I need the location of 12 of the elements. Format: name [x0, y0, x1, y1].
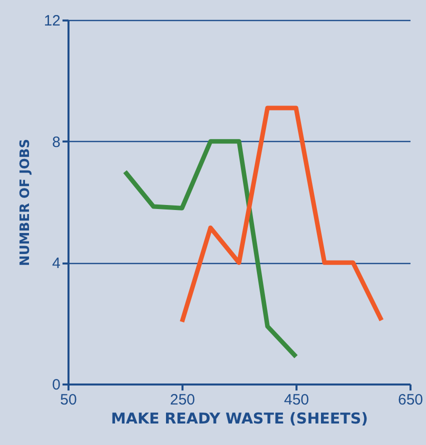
x-tick-label: 250: [170, 392, 196, 408]
y-tick-label: 12: [44, 12, 60, 30]
x-tick-label: 450: [284, 392, 310, 408]
x-tick-label: 50: [60, 392, 77, 408]
y-tick-label: 0: [52, 376, 60, 394]
line-series: [122, 139, 298, 359]
x-axis-title: MAKE READY WASTE (SHEETS): [110, 410, 368, 428]
y-tick-label: 4: [52, 255, 60, 272]
x-tick-label: 650: [398, 392, 424, 408]
y-axis-title: NUMBER OF JOBS: [18, 138, 33, 266]
line-series: [180, 106, 384, 324]
y-tick-label: 8: [52, 134, 60, 151]
